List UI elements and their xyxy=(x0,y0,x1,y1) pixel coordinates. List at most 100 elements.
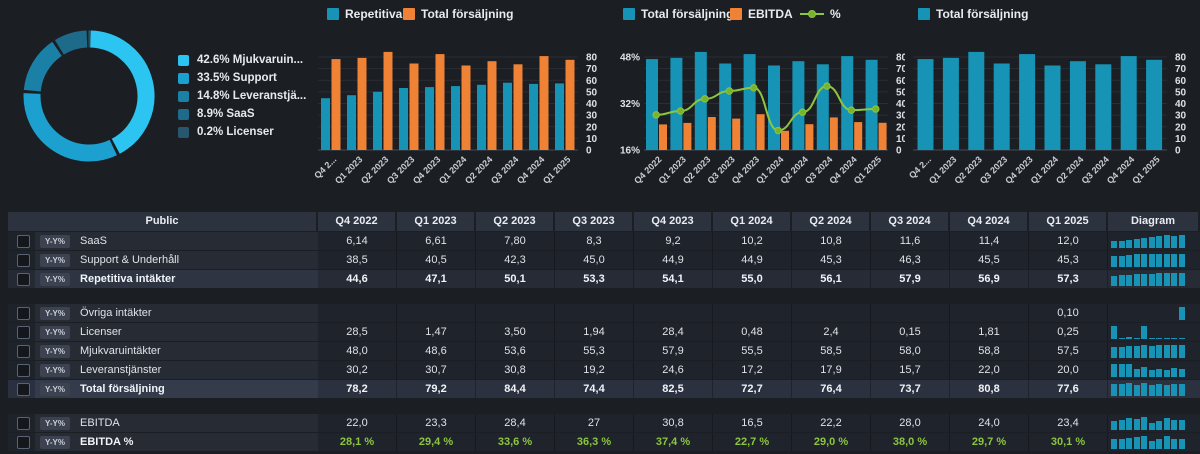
line-point[interactable] xyxy=(676,107,685,115)
spark-bar xyxy=(1156,421,1162,430)
row-checkbox[interactable] xyxy=(17,272,30,286)
bar[interactable] xyxy=(865,59,878,150)
value-cell: 40,5 xyxy=(397,251,476,269)
diagram-sparkline xyxy=(1108,323,1200,341)
row-checkbox[interactable] xyxy=(17,382,30,396)
bar[interactable] xyxy=(1044,65,1061,151)
bar[interactable] xyxy=(792,61,805,151)
yy-percent-button[interactable]: Y-Y% xyxy=(40,253,71,267)
bar[interactable] xyxy=(732,118,741,150)
row-checkbox[interactable] xyxy=(17,253,30,267)
row-label: EBITDA xyxy=(80,417,120,429)
bar[interactable] xyxy=(719,63,732,151)
bar[interactable] xyxy=(529,83,538,150)
line-point[interactable] xyxy=(701,95,709,103)
bar[interactable] xyxy=(968,51,985,150)
bar[interactable] xyxy=(1095,64,1112,150)
bar[interactable] xyxy=(781,130,789,150)
line-point[interactable] xyxy=(847,106,856,114)
yy-percent-button[interactable]: Y-Y% xyxy=(40,344,71,358)
yy-percent-button[interactable]: Y-Y% xyxy=(40,382,71,396)
line-point[interactable] xyxy=(823,82,831,90)
bar[interactable] xyxy=(383,51,393,150)
bar[interactable] xyxy=(829,117,838,150)
donut-segment[interactable] xyxy=(54,30,88,55)
bar[interactable] xyxy=(503,82,512,150)
bar[interactable] xyxy=(513,64,523,150)
bar[interactable] xyxy=(399,88,408,150)
line-point[interactable] xyxy=(798,108,807,116)
value-cell: 0,25 xyxy=(1029,323,1108,341)
legend-swatch-icon xyxy=(327,8,339,20)
bar[interactable] xyxy=(539,56,549,150)
bar[interactable] xyxy=(425,87,434,150)
row-checkbox[interactable] xyxy=(17,234,30,248)
bar[interactable] xyxy=(768,65,780,151)
bar[interactable] xyxy=(854,122,863,150)
bar[interactable] xyxy=(1019,54,1036,150)
donut-segment[interactable] xyxy=(23,41,63,92)
bar[interactable] xyxy=(805,124,814,150)
value-cell: 16,5 xyxy=(713,414,792,432)
bar[interactable] xyxy=(409,63,419,151)
yy-percent-button[interactable]: Y-Y% xyxy=(40,416,71,430)
line-point[interactable] xyxy=(725,87,734,95)
yy-percent-button[interactable]: Y-Y% xyxy=(40,272,71,286)
bar[interactable] xyxy=(841,56,854,150)
bar[interactable] xyxy=(707,117,716,150)
bar[interactable] xyxy=(878,122,887,150)
yy-percent-button[interactable]: Y-Y% xyxy=(40,306,71,320)
bar[interactable] xyxy=(993,63,1010,151)
total-ebitda-percent-chart[interactable]: 0 10 20 30 40 50 60 70 80 16% 32% 48% Q4 2022 Q1 2023… xyxy=(610,0,908,205)
line-point[interactable] xyxy=(652,111,660,119)
bar[interactable] xyxy=(1069,61,1086,151)
revenue-split-donut-chart[interactable] xyxy=(22,29,156,163)
bar[interactable] xyxy=(347,95,356,150)
row-checkbox[interactable] xyxy=(17,363,30,377)
bar[interactable] xyxy=(942,57,959,150)
bar[interactable] xyxy=(917,59,934,150)
bar[interactable] xyxy=(373,91,382,150)
bar[interactable] xyxy=(435,54,445,150)
total-forsaljning-chart[interactable]: 0 10 20 30 40 50 60 70 80 Q4 2... Q1 2023 Q2 2023 Q3… xyxy=(905,0,1200,205)
row-checkbox[interactable] xyxy=(17,325,30,339)
bar[interactable] xyxy=(646,59,658,150)
bar[interactable] xyxy=(331,59,341,150)
yy-percent-button[interactable]: Y-Y% xyxy=(40,435,71,449)
yy-percent-button[interactable]: Y-Y% xyxy=(40,325,71,339)
bar[interactable] xyxy=(565,59,575,150)
bar[interactable] xyxy=(694,51,707,150)
bar[interactable] xyxy=(816,64,829,150)
spark-bar xyxy=(1156,254,1162,267)
bar[interactable] xyxy=(756,114,765,150)
bar[interactable] xyxy=(743,54,756,150)
yy-percent-button[interactable]: Y-Y% xyxy=(40,363,71,377)
bar[interactable] xyxy=(487,61,497,151)
bar[interactable] xyxy=(321,98,330,150)
bar[interactable] xyxy=(1146,59,1163,150)
bar[interactable] xyxy=(555,83,564,150)
row-checkbox[interactable] xyxy=(17,416,30,430)
bar[interactable] xyxy=(1120,56,1137,150)
repetitiva-vs-total-chart[interactable]: 0 10 20 30 40 50 60 70 80 Q4 2... Q1 2023 Q2 2023 Q3… xyxy=(300,0,610,205)
line-point[interactable] xyxy=(872,105,880,113)
row-checkbox[interactable] xyxy=(17,306,30,320)
line-point[interactable] xyxy=(750,84,758,92)
value-cell: 44,6 xyxy=(318,270,397,288)
spark-bar xyxy=(1178,338,1185,339)
donut-legend-item: 0.2% Licenser xyxy=(178,123,306,141)
row-checkbox[interactable] xyxy=(17,344,30,358)
bar[interactable] xyxy=(461,65,471,151)
donut-segment[interactable] xyxy=(23,93,117,162)
bar[interactable] xyxy=(357,57,367,150)
donut-segment[interactable] xyxy=(89,30,155,154)
bar[interactable] xyxy=(451,86,460,150)
row-checkbox[interactable] xyxy=(17,435,30,449)
value-cell: 22,0 xyxy=(318,414,397,432)
bar[interactable] xyxy=(477,84,486,150)
bar[interactable] xyxy=(683,122,692,150)
bar[interactable] xyxy=(670,57,683,150)
yy-percent-button[interactable]: Y-Y% xyxy=(40,234,71,248)
line-point[interactable] xyxy=(774,126,782,135)
bar[interactable] xyxy=(659,124,667,150)
